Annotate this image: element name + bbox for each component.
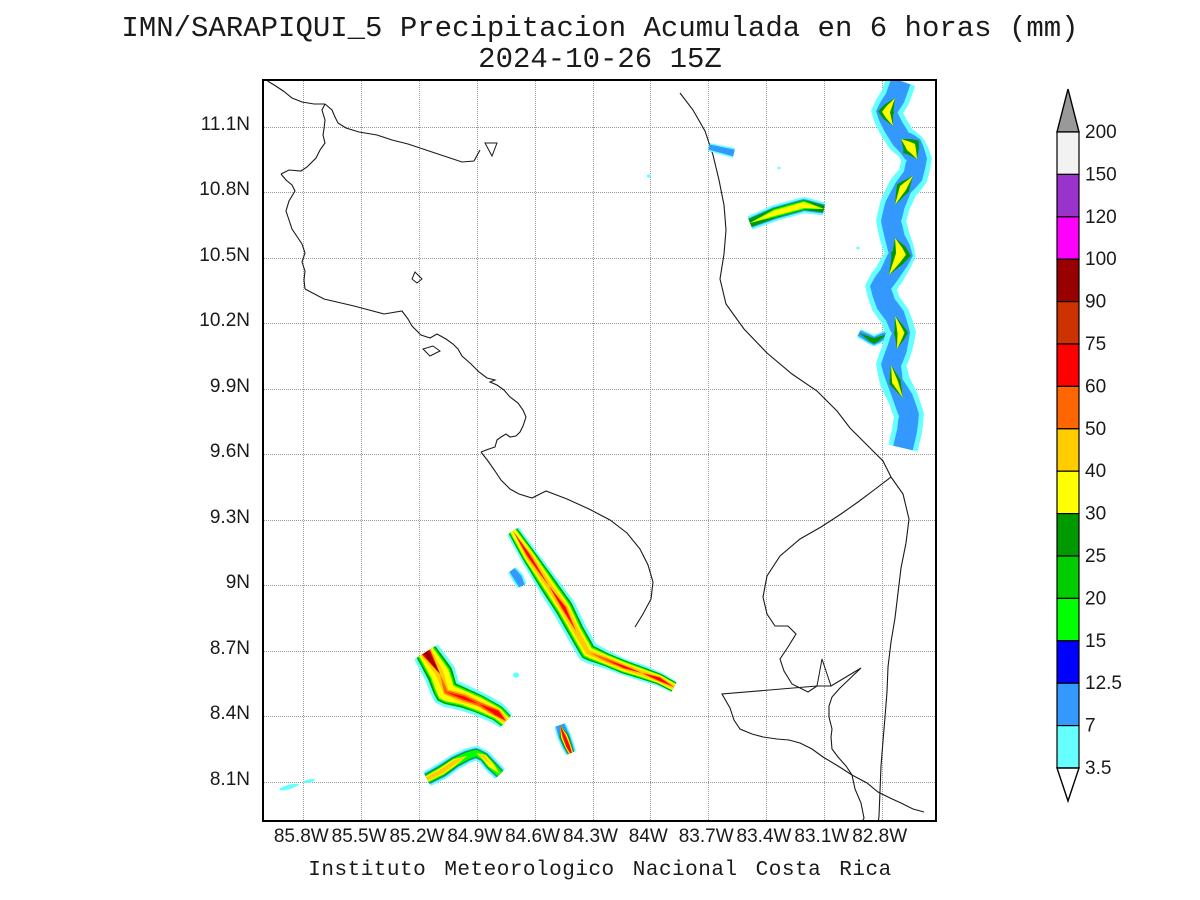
svg-text:25: 25: [1085, 546, 1106, 567]
svg-text:3.5: 3.5: [1085, 758, 1111, 779]
svg-text:15: 15: [1085, 631, 1106, 652]
svg-text:120: 120: [1085, 207, 1117, 228]
svg-text:60: 60: [1085, 376, 1106, 397]
svg-text:30: 30: [1085, 504, 1106, 525]
svg-text:50: 50: [1085, 419, 1106, 440]
svg-text:100: 100: [1085, 249, 1117, 270]
svg-text:75: 75: [1085, 334, 1106, 355]
svg-text:150: 150: [1085, 164, 1117, 185]
svg-text:90: 90: [1085, 292, 1106, 313]
svg-text:20: 20: [1085, 588, 1106, 609]
svg-text:200: 200: [1085, 122, 1117, 143]
svg-text:12.5: 12.5: [1085, 673, 1122, 694]
svg-text:40: 40: [1085, 461, 1106, 482]
svg-text:7: 7: [1085, 716, 1096, 737]
